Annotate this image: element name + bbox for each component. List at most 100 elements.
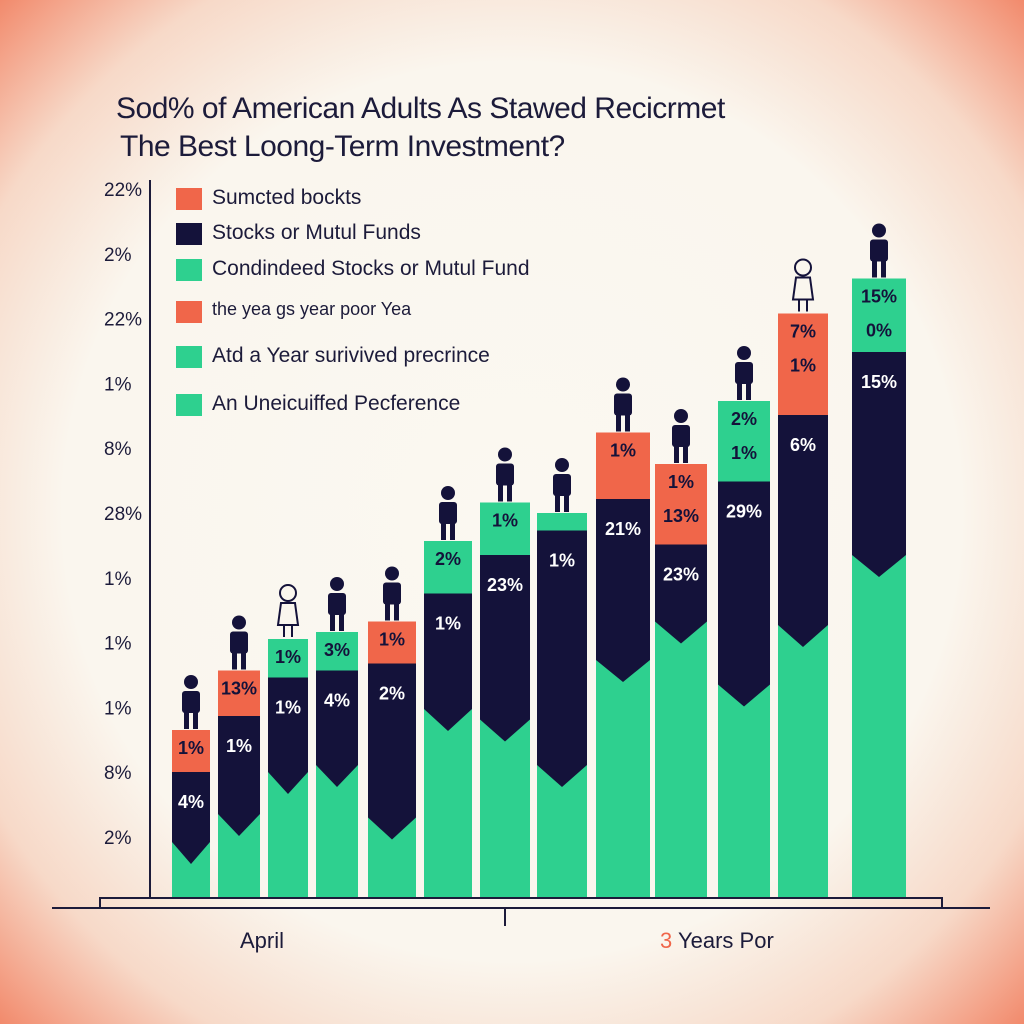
figure-body bbox=[439, 502, 457, 524]
bar-segment-navy bbox=[596, 499, 650, 682]
legend-swatch bbox=[176, 301, 202, 323]
bar-segment-navy bbox=[480, 555, 530, 742]
legend-label: Atd a Year surivived precrince bbox=[212, 344, 490, 367]
bar-top-label: 1% bbox=[178, 738, 204, 758]
figure-leg bbox=[625, 414, 630, 432]
person-figure-icon bbox=[182, 675, 200, 729]
bar-4: 3% 4% bbox=[316, 577, 358, 898]
figure-leg bbox=[674, 446, 679, 463]
y-tick-label: 22% bbox=[104, 310, 142, 331]
bar-segment-top bbox=[316, 632, 358, 671]
bar-segment-navy bbox=[537, 530, 587, 787]
bar-segment-top bbox=[218, 670, 260, 716]
y-tick-label: 2% bbox=[104, 828, 132, 849]
bar-middle-label: 4% bbox=[324, 691, 350, 711]
figure-leg bbox=[498, 484, 503, 502]
bar-top-label: 1% bbox=[275, 647, 301, 667]
bar-10: 1% 13% 23% bbox=[655, 409, 707, 898]
x-label-prefix: 3 bbox=[660, 928, 672, 953]
x-label-april: April bbox=[240, 928, 284, 953]
bar-segment-navy bbox=[424, 593, 472, 731]
figure-leg bbox=[683, 446, 688, 463]
figure-leg bbox=[241, 652, 246, 670]
bar-segment-navy bbox=[655, 544, 707, 644]
bar-segment-green bbox=[778, 625, 828, 898]
y-tick-label: 1% bbox=[104, 374, 132, 395]
bar-top-label-2: 1% bbox=[731, 443, 757, 463]
bar-segment-navy bbox=[778, 415, 828, 647]
figure-leg bbox=[616, 414, 621, 432]
x-axis: April 3 Years Por bbox=[52, 897, 990, 953]
bar-segment-green bbox=[537, 765, 587, 898]
bar-12: 7% 1% 6% bbox=[778, 258, 828, 898]
figure-leg bbox=[339, 614, 344, 631]
bar-6: 2% 1% bbox=[424, 486, 472, 898]
bar-segment-top bbox=[596, 432, 650, 499]
bar-top-label: 1% bbox=[379, 630, 405, 650]
legend-swatch bbox=[176, 346, 202, 368]
figure-head bbox=[555, 458, 569, 472]
figure-head bbox=[794, 258, 812, 277]
y-tick-label: 28% bbox=[104, 504, 142, 525]
figure-head bbox=[441, 486, 455, 500]
figure-body bbox=[553, 474, 571, 496]
bar-13: 15% 0% 15% bbox=[852, 223, 906, 898]
bar-middle-label: 1% bbox=[549, 551, 575, 571]
bar-segment-green bbox=[655, 621, 707, 898]
bar-top-label: 15% bbox=[861, 287, 897, 307]
person-figure-icon bbox=[870, 223, 888, 278]
y-tick-label: 1% bbox=[104, 698, 132, 719]
figure-head bbox=[616, 377, 630, 392]
bar-9: 1% 21% bbox=[596, 377, 650, 898]
person-figure-icon bbox=[553, 458, 571, 512]
person-figure-icon bbox=[439, 486, 457, 540]
figure-head bbox=[498, 447, 512, 462]
y-tick-label: 2% bbox=[104, 245, 132, 266]
bar-segment-green bbox=[424, 709, 472, 898]
figure-leg bbox=[555, 495, 560, 512]
bar-segment-top bbox=[172, 730, 210, 772]
y-tick-label: 1% bbox=[104, 634, 132, 655]
figure-head bbox=[872, 223, 886, 238]
bar-segment-navy bbox=[852, 352, 906, 577]
figure-leg bbox=[746, 383, 751, 400]
bar-segment-top bbox=[480, 502, 530, 555]
bar-middle-label: 23% bbox=[663, 565, 699, 585]
person-figure-icon bbox=[230, 615, 248, 670]
bar-7: 1% 23% bbox=[480, 447, 530, 898]
bar-top-label-2: 0% bbox=[866, 321, 892, 341]
person-figure-icon bbox=[672, 409, 690, 463]
person-figure-icon bbox=[496, 447, 514, 502]
woman-figure-icon bbox=[276, 584, 300, 637]
bar-top-label: 1% bbox=[492, 511, 518, 531]
figure-head bbox=[279, 584, 297, 602]
figure-body bbox=[182, 691, 200, 713]
figure-head bbox=[330, 577, 344, 591]
bar-top-label: 3% bbox=[324, 640, 350, 660]
bar-middle-label: 1% bbox=[226, 736, 252, 756]
figure-leg bbox=[564, 495, 569, 512]
figure-leg bbox=[232, 652, 237, 670]
legend-swatch bbox=[176, 188, 202, 210]
person-figure-icon bbox=[614, 377, 632, 432]
figure-body bbox=[230, 631, 248, 654]
bar-top-label-2: 1% bbox=[790, 356, 816, 376]
bar-11: 2% 1% 29% bbox=[718, 346, 770, 898]
bar-middle-label: 29% bbox=[726, 502, 762, 522]
bar-segment-green bbox=[596, 660, 650, 898]
bar-middle-label: 21% bbox=[605, 519, 641, 539]
figure-leg bbox=[193, 712, 198, 729]
figure-leg bbox=[441, 523, 446, 540]
figure-body bbox=[328, 593, 346, 615]
figure-leg bbox=[507, 484, 512, 502]
bar-middle-label: 15% bbox=[861, 372, 897, 392]
legend-swatch bbox=[176, 223, 202, 245]
legend-swatch bbox=[176, 394, 202, 416]
figure-leg bbox=[881, 260, 886, 278]
figure-body bbox=[735, 362, 753, 384]
bar-middle-label: 4% bbox=[178, 792, 204, 812]
figure-dress bbox=[276, 602, 300, 626]
bar-segment-navy bbox=[268, 677, 308, 794]
legend-label: Stocks or Mutul Funds bbox=[212, 221, 421, 244]
